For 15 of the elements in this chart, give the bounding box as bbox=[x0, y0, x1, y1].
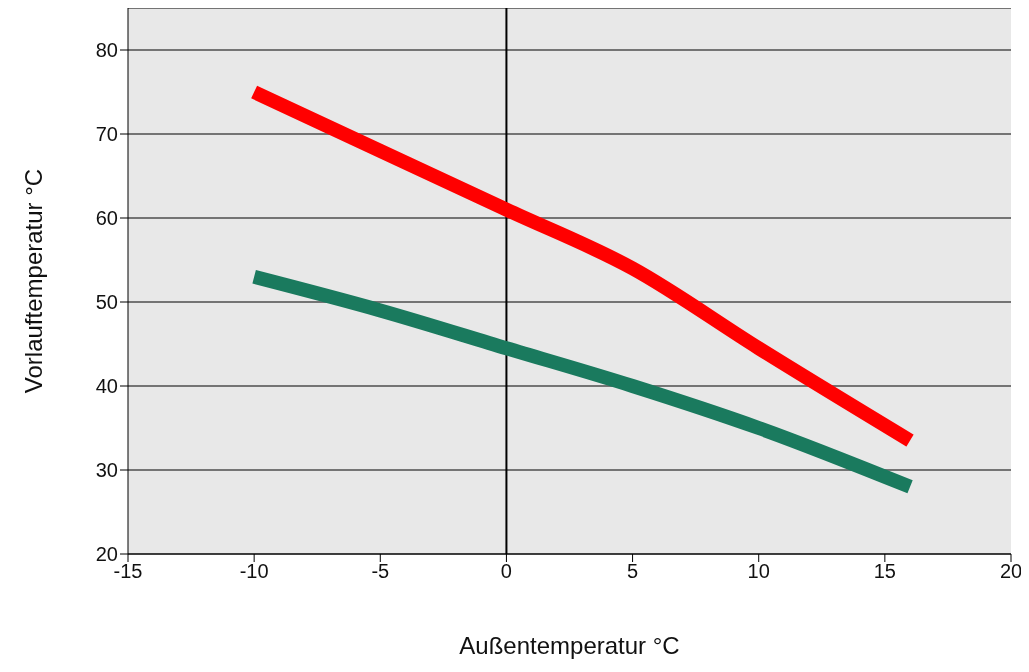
y-tick-label: 70 bbox=[95, 123, 118, 146]
y-tick-label: 30 bbox=[95, 459, 118, 482]
x-tick-label: -10 bbox=[239, 560, 269, 583]
x-tick-label: 15 bbox=[873, 560, 896, 583]
y-axis-title: Vorlauftemperatur °C bbox=[19, 168, 47, 394]
x-tick-label: 10 bbox=[747, 560, 770, 583]
x-tick-label: -5 bbox=[371, 560, 390, 583]
y-tick-label: 40 bbox=[95, 375, 118, 398]
x-tick-label: 20 bbox=[999, 560, 1023, 583]
x-axis-title: Außentemperatur °C bbox=[459, 632, 680, 659]
y-tick-label: 50 bbox=[95, 291, 118, 314]
x-tick-label: 0 bbox=[500, 560, 512, 583]
x-tick-label: 5 bbox=[627, 560, 639, 583]
y-tick-label: 60 bbox=[95, 207, 118, 230]
y-tick-label: 80 bbox=[95, 39, 118, 62]
